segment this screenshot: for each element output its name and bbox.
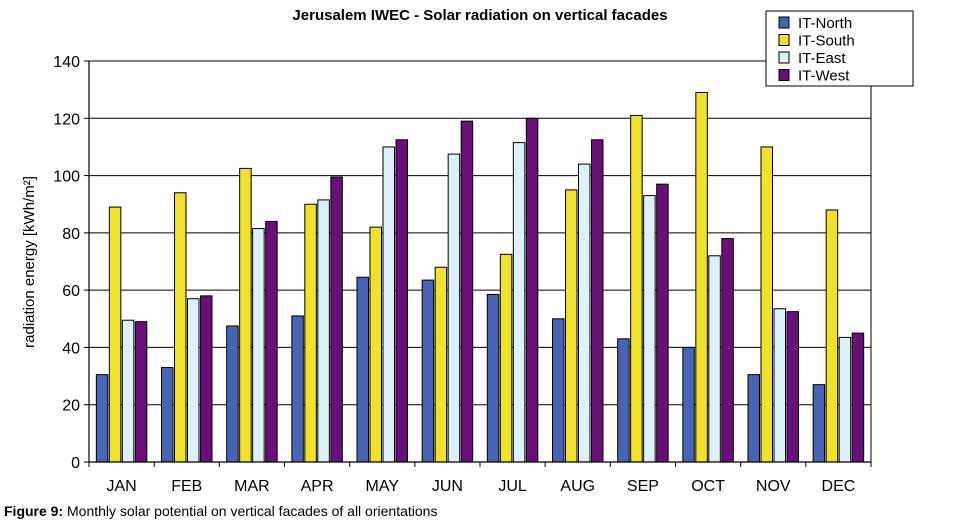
y-tick-label-80: 80 (62, 226, 80, 243)
bar-it-west-sep (656, 183, 669, 463)
bar-it-north-apr (291, 315, 304, 463)
y-axis-label: radiation energy [kWh/m²] (21, 176, 38, 348)
y-tick-label-0: 0 (71, 455, 80, 472)
x-tick-label-mar: MAR (234, 478, 270, 495)
bar-it-east-mar (252, 228, 265, 463)
bar-it-south-jan (108, 206, 122, 463)
legend-label-it-north: IT-North (798, 15, 852, 32)
bar-it-south-oct (695, 92, 708, 463)
legend-swatch-it-north (778, 16, 790, 29)
x-tick-label-feb: FEB (171, 478, 202, 495)
bar-it-south-dec (825, 209, 839, 463)
bar-it-west-oct (721, 238, 734, 463)
bar-it-east-jan (121, 319, 135, 463)
bar-it-south-nov (760, 146, 773, 463)
bar-it-west-dec (851, 332, 865, 463)
legend-label-it-south: IT-South (798, 33, 855, 50)
plot-area (89, 61, 871, 462)
y-tick-label-40: 40 (62, 340, 80, 357)
bar-it-east-jul (512, 142, 526, 463)
bar-it-north-may (356, 276, 369, 463)
bar-it-west-feb (200, 295, 213, 463)
bar-it-north-jul (486, 293, 500, 463)
bar-it-east-apr (317, 199, 330, 463)
bar-it-west-jan (134, 321, 148, 463)
legend-box (765, 10, 914, 87)
bar-it-south-feb (174, 192, 187, 463)
y-tick-label-120: 120 (53, 111, 80, 128)
bar-it-south-jul (499, 253, 513, 463)
bar-it-north-mar (226, 325, 239, 463)
bar-it-south-apr (304, 203, 317, 463)
x-tick-label-dec: DEC (822, 478, 856, 495)
bar-it-west-may (395, 139, 408, 463)
bar-it-west-apr (330, 176, 343, 463)
legend-swatch-it-west (778, 69, 790, 81)
gridlines (89, 60, 872, 462)
y-axis-ticks: 0 20 40 60 80 100 120 140 (53, 54, 89, 472)
bar-it-east-aug (578, 163, 591, 463)
x-tick-label-oct: OCT (691, 478, 725, 495)
y-tick-label-60: 60 (62, 283, 80, 300)
legend-label-it-east: IT-East (798, 50, 846, 67)
bars (95, 92, 865, 463)
bar-it-north-aug (552, 318, 565, 463)
bar-it-south-aug (565, 189, 578, 463)
bar-it-south-may (369, 226, 382, 463)
x-tick-label-nov: NOV (756, 478, 791, 495)
bar-it-east-nov (773, 308, 786, 463)
bar-it-east-oct (708, 255, 721, 463)
x-tick-label-jan: JAN (106, 478, 136, 495)
bar-it-north-nov (747, 374, 760, 463)
bar-it-east-jun (447, 153, 461, 463)
figure-caption: Figure 9: Monthly solar potential on ver… (4, 503, 437, 519)
bar-it-west-jul (525, 117, 539, 463)
bar-it-north-dec (812, 384, 826, 463)
legend-label-it-west: IT-West (798, 68, 850, 85)
x-tick-label-jul: JUL (498, 478, 527, 495)
chart-title: Jerusalem IWEC - Solar radiation on vert… (292, 7, 667, 24)
bar-it-south-jun (434, 266, 448, 463)
bar-it-north-jan (95, 374, 109, 463)
bar-it-west-mar (265, 220, 278, 463)
y-tick-label-140: 140 (53, 54, 80, 71)
bar-it-west-jun (460, 120, 474, 463)
y-tick-label-20: 20 (62, 398, 80, 415)
bar-it-east-may (382, 146, 395, 463)
bar-it-east-dec (838, 336, 852, 463)
bar-it-north-jun (421, 279, 435, 463)
legend-swatch-it-east (778, 51, 790, 64)
x-tick-label-may: MAY (366, 478, 400, 495)
caption-lead: Figure 9: (4, 503, 64, 519)
x-tick-label-apr: APR (301, 478, 334, 495)
bar-it-north-feb (161, 366, 174, 463)
caption-text: Monthly solar potential on vertical faca… (63, 503, 438, 519)
legend-swatch-it-south (778, 34, 790, 46)
bar-it-east-feb (187, 298, 200, 463)
bar-it-north-oct (682, 346, 695, 463)
bar-it-west-aug (591, 139, 604, 463)
bar-it-west-nov (786, 311, 799, 463)
x-tick-label-sep: SEP (627, 478, 659, 495)
x-tick-label-jun: JUN (432, 478, 463, 495)
x-tick-label-aug: AUG (560, 478, 595, 495)
bar-it-north-sep (617, 338, 630, 463)
bar-it-south-mar (239, 167, 252, 463)
bar-it-south-sep (630, 114, 643, 463)
bar-it-east-sep (643, 195, 656, 463)
x-axis-ticks: JAN FEB MAR APR MAY JUN JUL AUG SEP OCT NOV DEC (88, 462, 872, 495)
y-tick-label-100: 100 (53, 169, 80, 186)
